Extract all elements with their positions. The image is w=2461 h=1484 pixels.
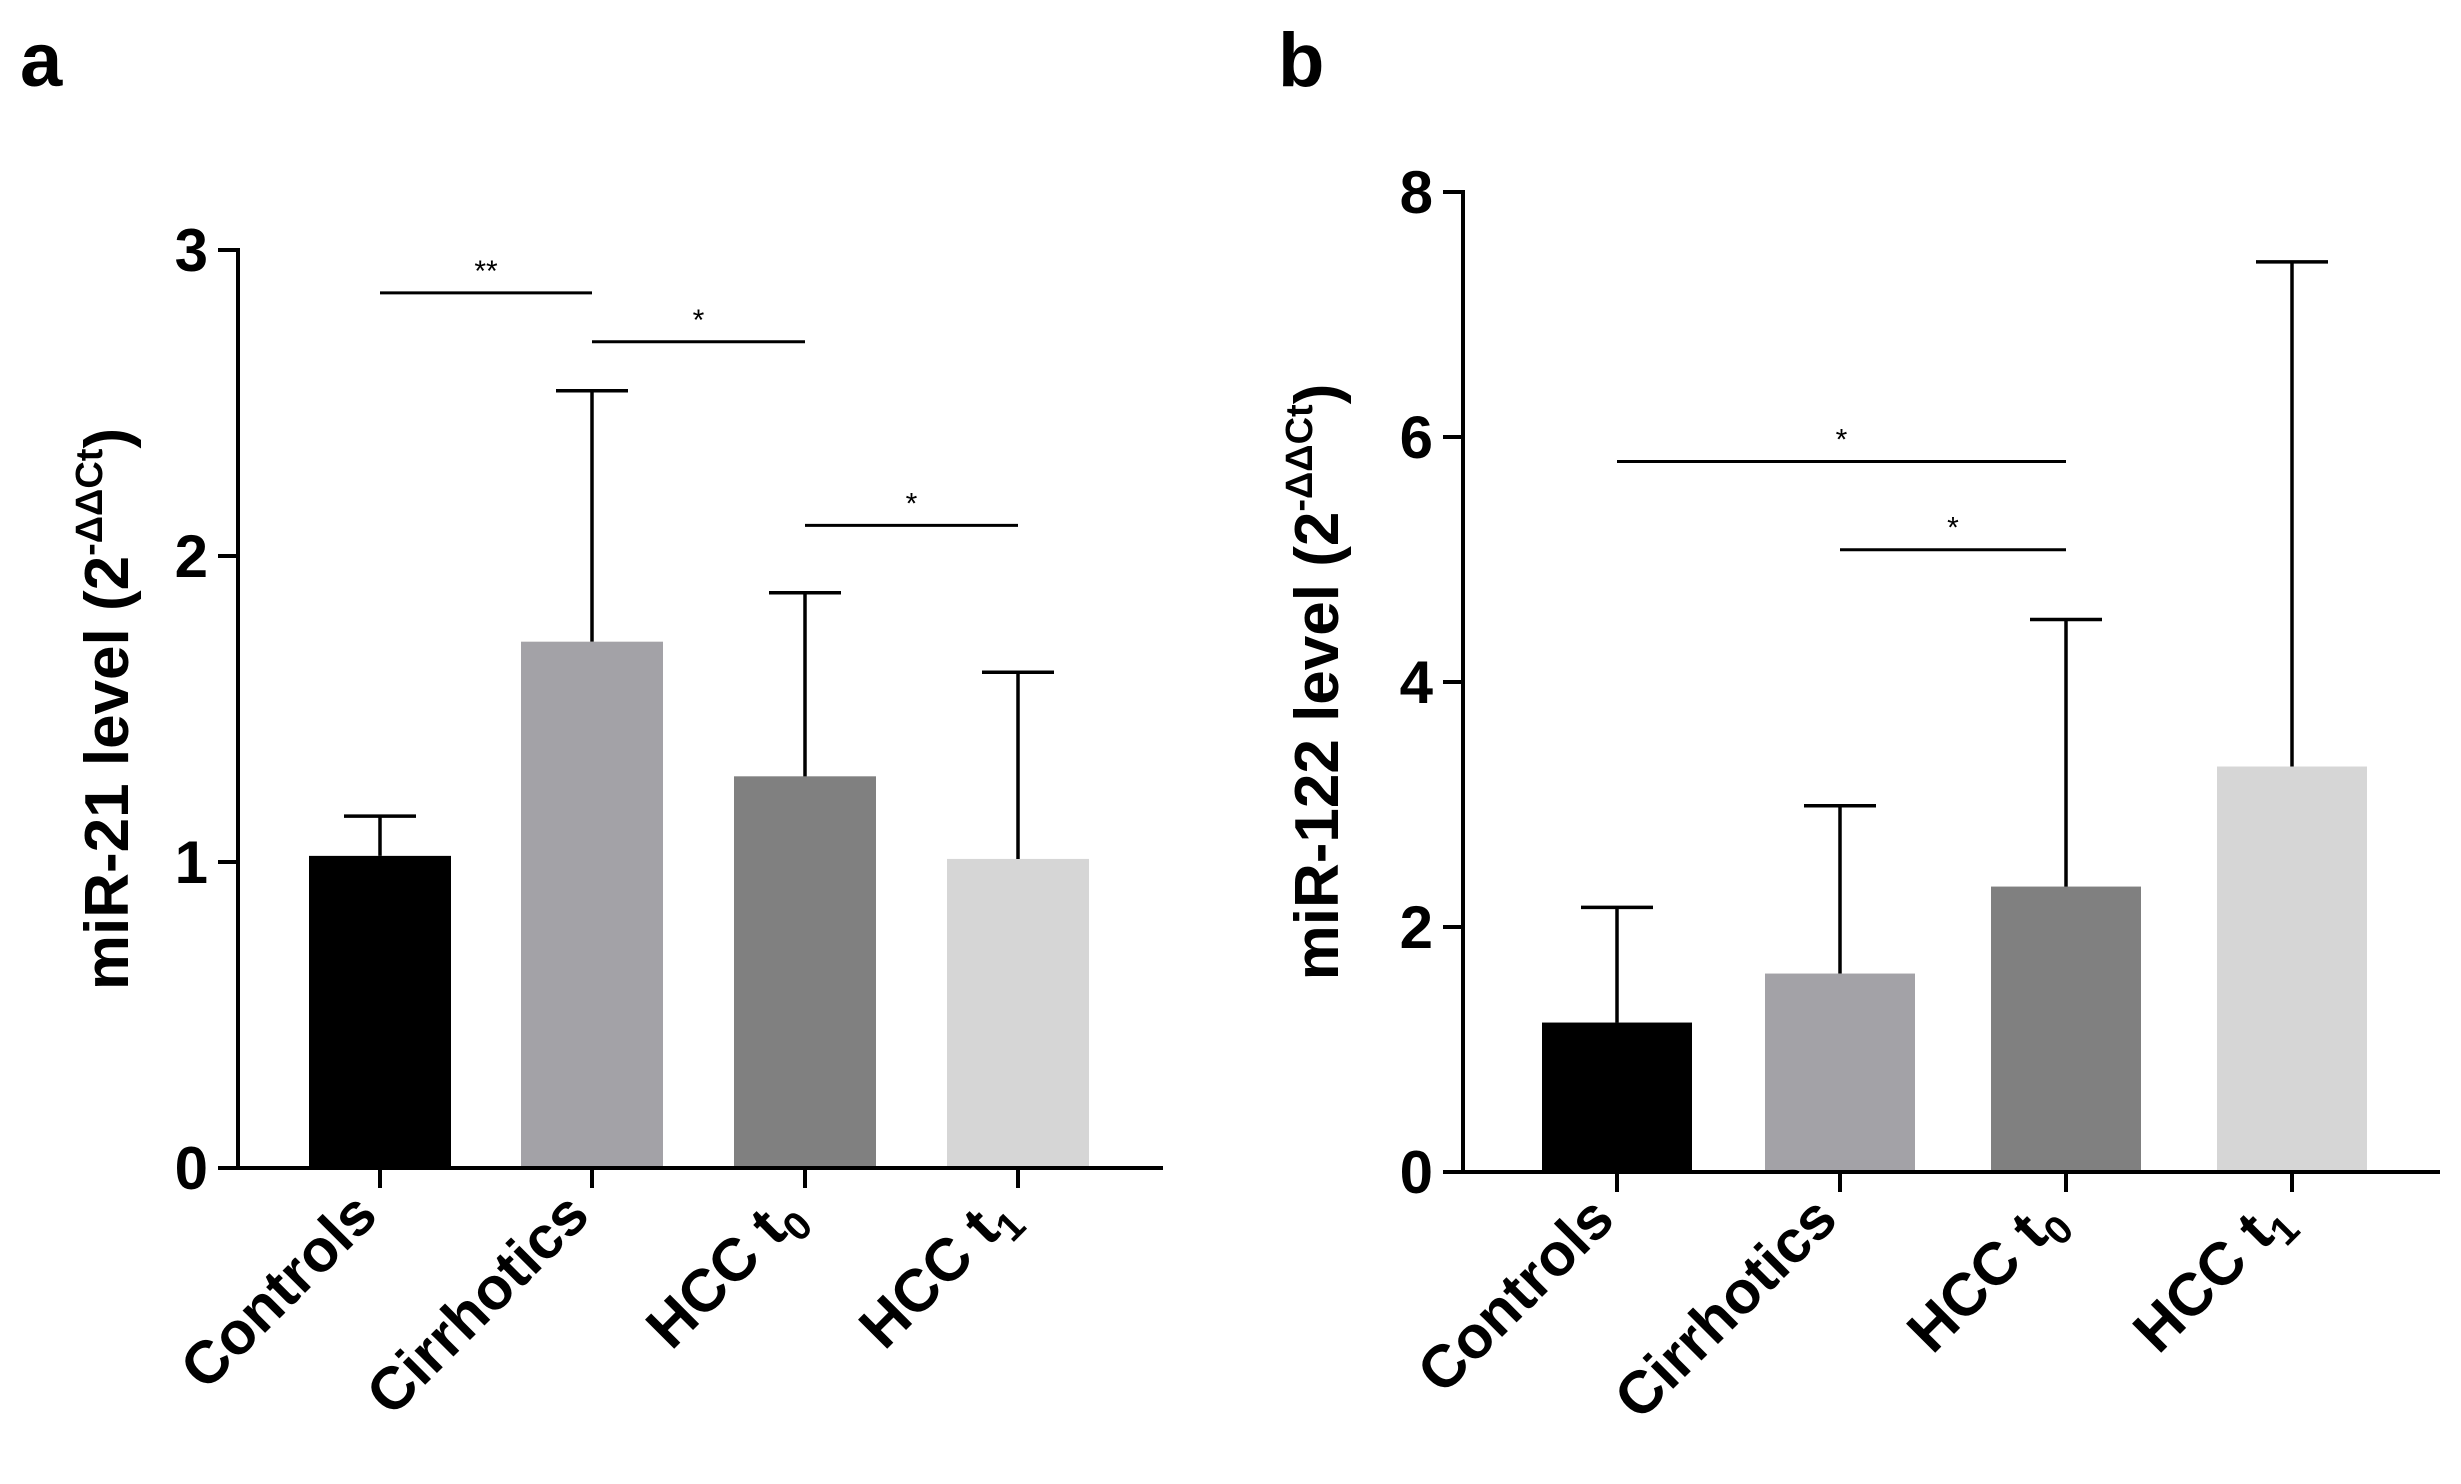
panel-b-y-axis-label-text: miR-122 level (2: [1283, 512, 1352, 981]
panel-b-y-tick-label: 8: [1400, 159, 1433, 226]
panel-letter-a: a: [20, 18, 63, 103]
panel-b-significance-2: *: [1840, 512, 2066, 552]
panel-b-y-axis-label-superscript: -ΔΔCt: [1279, 404, 1321, 512]
panel-a-bar-1: [309, 855, 451, 1168]
panel-a-y-tick-label: 2: [175, 523, 208, 590]
panel-b-y-axis-label-close: ): [1283, 384, 1352, 405]
panel-a-y-axis-label: miR-21 level (2-ΔΔCt): [69, 428, 142, 990]
panel-a-category-name: Controls: [167, 1180, 389, 1402]
panel-b-bar-4: [2217, 766, 2367, 1172]
panel-b-bar-1: [1542, 1022, 1692, 1172]
panel-b-category-name: HCC t: [2120, 1200, 2285, 1365]
panel-a-significance-label: *: [693, 304, 705, 337]
panel-a-error-bar-1: [344, 814, 416, 856]
panel-b-category-label-1: Controls: [1404, 1184, 1626, 1406]
panel-b-category-label-4: HCC t1: [2120, 1184, 2308, 1372]
panel-b-error-bar-3: [2030, 617, 2102, 887]
panel-a-significance-label: **: [474, 255, 498, 288]
panel-b-y-axis-label: miR-122 level (2-ΔΔCt): [1279, 384, 1352, 981]
panel-b-y-tick-label: 4: [1400, 649, 1434, 716]
panel-a-category-label-2: Cirrhotics: [353, 1180, 601, 1428]
panel-letter-b: b: [1278, 18, 1324, 103]
panel-b-category-name: HCC t: [1894, 1200, 2059, 1365]
panel-b-category-name: Cirrhotics: [1601, 1184, 1849, 1432]
panel-a-y-tick-label: 1: [175, 829, 208, 896]
panel-a-category-label-1: Controls: [167, 1180, 389, 1402]
panel-a-category-name: Cirrhotics: [353, 1180, 601, 1428]
panel-a-category-name: HCC t: [633, 1196, 798, 1361]
panel-b-significance-label: *: [1947, 512, 1959, 545]
panel-a-category-name: HCC t: [846, 1196, 1011, 1361]
panel-a-category-label-3: HCC t0: [633, 1180, 821, 1368]
panel-a-significance-1: **: [380, 255, 592, 295]
panel-a-y-axis-label-close: ): [73, 428, 142, 449]
panel-a-y-axis-label-text: miR-21 level (2: [73, 556, 142, 990]
panel-a-significance-label: *: [906, 487, 918, 520]
panel-b-y-tick-label: 6: [1400, 404, 1433, 471]
panel-a-error-bar-4: [982, 670, 1054, 859]
panel-b-y-tick-label: 2: [1400, 894, 1433, 961]
panel-a-error-bar-2: [556, 389, 628, 642]
panel-b-y-tick-label: 0: [1400, 1139, 1433, 1206]
panel-a-y-axis-label-superscript: -ΔΔCt: [69, 448, 111, 556]
panel-b-bar-3: [1991, 886, 2141, 1172]
panel-a-significance-3: *: [805, 487, 1018, 527]
panel-a-significance-2: *: [592, 304, 805, 344]
panel-a-y-tick-label: 3: [175, 217, 208, 284]
panel-b-error-bar-1: [1581, 905, 1653, 1023]
panel-b-error-bar-4: [2256, 260, 2328, 767]
panel-b-category-name: Controls: [1404, 1184, 1626, 1406]
panel-a-bar-3: [734, 776, 876, 1168]
panel-b-significance-1: *: [1617, 424, 2066, 463]
panel-b-category-label-3: HCC t0: [1894, 1184, 2082, 1372]
panel-a-bar-4: [947, 858, 1089, 1168]
panel-b-bar-2: [1765, 973, 1915, 1172]
panel-a-bar-2: [521, 641, 663, 1168]
panel-b-error-bar-2: [1804, 803, 1876, 974]
panel-a-y-tick-label: 0: [175, 1135, 208, 1202]
panel-b-category-label-2: Cirrhotics: [1601, 1184, 1849, 1432]
panel-b-significance-label: *: [1836, 424, 1848, 457]
panel-a-category-label-4: HCC t1: [846, 1180, 1034, 1368]
panel-a-error-bar-3: [769, 590, 841, 777]
